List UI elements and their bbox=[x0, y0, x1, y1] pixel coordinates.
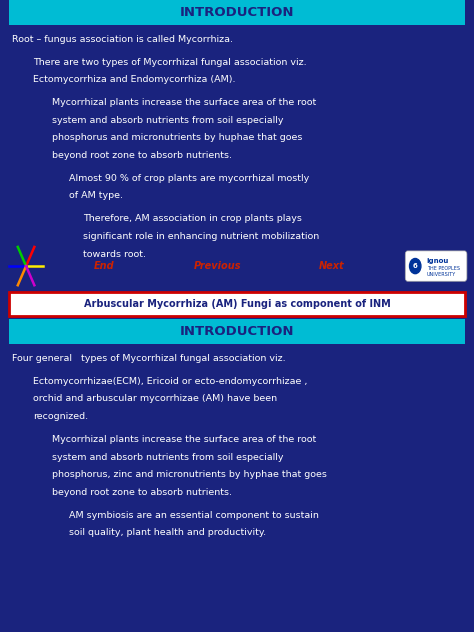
Text: AM symbiosis are an essential component to sustain: AM symbiosis are an essential component … bbox=[69, 511, 319, 520]
Text: Arbuscular Mycorrhiza (AM) Fungi as component of INM: Arbuscular Mycorrhiza (AM) Fungi as comp… bbox=[83, 299, 391, 309]
Text: phosphorus, zinc and micronutrients by hyphae that goes: phosphorus, zinc and micronutrients by h… bbox=[52, 470, 327, 479]
FancyBboxPatch shape bbox=[9, 0, 465, 25]
FancyBboxPatch shape bbox=[9, 319, 465, 344]
Text: There are two types of Mycorrhizal fungal association viz.: There are two types of Mycorrhizal funga… bbox=[33, 58, 307, 66]
Text: Ectomycorrhiza and Endomycorrhiza (AM).: Ectomycorrhiza and Endomycorrhiza (AM). bbox=[33, 75, 236, 84]
Text: INTRODUCTION: INTRODUCTION bbox=[180, 325, 294, 338]
Text: ignou: ignou bbox=[427, 258, 449, 264]
Text: towards root.: towards root. bbox=[83, 250, 146, 258]
Text: soil quality, plant health and productivity.: soil quality, plant health and productiv… bbox=[69, 528, 266, 537]
Text: beyond root zone to absorb nutrients.: beyond root zone to absorb nutrients. bbox=[52, 488, 232, 497]
Text: significant role in enhancing nutrient mobilization: significant role in enhancing nutrient m… bbox=[83, 232, 319, 241]
Text: system and absorb nutrients from soil especially: system and absorb nutrients from soil es… bbox=[52, 453, 283, 461]
Text: Previous: Previous bbox=[194, 261, 242, 271]
Text: End: End bbox=[94, 261, 115, 271]
Text: Almost 90 % of crop plants are mycorrhizal mostly: Almost 90 % of crop plants are mycorrhiz… bbox=[69, 174, 309, 183]
Text: recognized.: recognized. bbox=[33, 412, 88, 421]
Circle shape bbox=[410, 258, 421, 274]
Text: system and absorb nutrients from soil especially: system and absorb nutrients from soil es… bbox=[52, 116, 283, 125]
FancyBboxPatch shape bbox=[9, 292, 465, 316]
Text: Next: Next bbox=[319, 261, 345, 271]
Text: of AM type.: of AM type. bbox=[69, 191, 123, 200]
Text: beyond root zone to absorb nutrients.: beyond root zone to absorb nutrients. bbox=[52, 151, 232, 160]
FancyBboxPatch shape bbox=[405, 251, 467, 281]
Text: orchid and arbuscular mycorrhizae (AM) have been: orchid and arbuscular mycorrhizae (AM) h… bbox=[33, 394, 277, 403]
Text: INTRODUCTION: INTRODUCTION bbox=[180, 6, 294, 19]
Text: Root – fungus association is called Mycorrhiza.: Root – fungus association is called Myco… bbox=[12, 35, 233, 44]
Text: phosphorus and micronutrients by huphae that goes: phosphorus and micronutrients by huphae … bbox=[52, 133, 302, 142]
Text: Mycorrhizal plants increase the surface area of the root: Mycorrhizal plants increase the surface … bbox=[52, 435, 316, 444]
Text: THE PEOPLES
UNIVERSITY: THE PEOPLES UNIVERSITY bbox=[427, 265, 460, 277]
Text: 6: 6 bbox=[413, 263, 418, 269]
Text: Ectomycorrhizae(ECM), Ericoid or ecto-endomycorrhizae ,: Ectomycorrhizae(ECM), Ericoid or ecto-en… bbox=[33, 377, 308, 386]
Text: Therefore, AM association in crop plants plays: Therefore, AM association in crop plants… bbox=[83, 214, 302, 223]
Text: Four general   types of Mycorrhizal fungal association viz.: Four general types of Mycorrhizal fungal… bbox=[12, 354, 285, 363]
Text: Mycorrhizal plants increase the surface area of the root: Mycorrhizal plants increase the surface … bbox=[52, 98, 316, 107]
